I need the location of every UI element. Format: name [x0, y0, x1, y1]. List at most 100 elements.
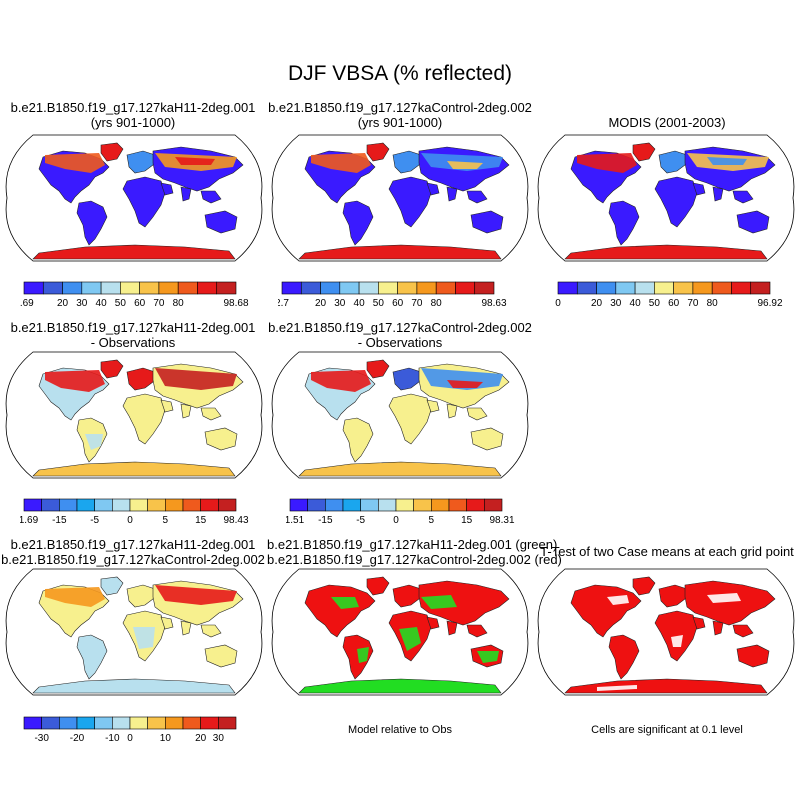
colorbar-swatch [557, 281, 578, 295]
continent-asia [684, 580, 776, 626]
colorbar-swatch [200, 716, 219, 730]
continent-seasia [732, 190, 754, 204]
colorbar-panel-5: -41.51 -15 -5 0 5 15 98.31 [286, 498, 515, 526]
colorbar-tick-label: 0 [393, 515, 399, 526]
map-panel-1 [5, 134, 263, 262]
colorbar-tick-label: -15 [318, 515, 333, 526]
colorbar-swatch [129, 716, 148, 730]
colorbar-swatch [455, 281, 476, 295]
colorbar-tick-label: 40 [630, 298, 642, 309]
colorbar-swatch [325, 498, 344, 512]
map-panel-8 [271, 568, 529, 696]
panel-7-title-line1: b.e21.B1850.f19_g17.127kaH11-2deg.001 [10, 537, 256, 552]
colorbar-swatch [281, 281, 302, 295]
map-land-layer [564, 142, 776, 260]
continent-africa [654, 610, 698, 662]
colorbar-swatch [197, 281, 218, 295]
colorbar-swatch [360, 498, 379, 512]
panel-1-title-line1: b.e21.B1850.f19_g17.127kaH11-2deg.001 [10, 100, 256, 115]
data-region [707, 593, 741, 603]
continent-antarctica [298, 678, 502, 694]
data-region [331, 597, 359, 609]
panel-4-title: b.e21.B1850.f19_g17.127kaH11-2deg.001 - … [0, 320, 266, 350]
continent-africa [388, 393, 432, 445]
continent-europe [126, 150, 156, 174]
colorbar-swatch [177, 281, 198, 295]
continent-antarctica [32, 461, 236, 477]
colorbar-swatch [474, 281, 495, 295]
continent-southAmerica [342, 200, 374, 246]
colorbar-tick-label: 0 [555, 298, 561, 309]
colorbar-swatch [200, 498, 219, 512]
data-region [399, 627, 421, 651]
colorbar-swatch [23, 716, 42, 730]
panel-5-title-line2: - Observations [357, 335, 443, 350]
colorbar-swatch [484, 498, 503, 512]
colorbar-swatch [94, 716, 113, 730]
colorbar-swatch [431, 498, 450, 512]
colorbar-swatch [673, 281, 694, 295]
continent-australia [736, 644, 770, 668]
continent-australia [470, 210, 504, 234]
colorbar-tick-label: 98.31 [489, 515, 514, 526]
colorbar-swatch [378, 281, 398, 295]
colorbar-tick-label: 70 [153, 298, 165, 309]
colorbar-tick-label: -10 [105, 733, 120, 744]
continent-antarctica [32, 678, 236, 694]
panel-8-title-line2: b.e21.B1850.f19_g17.127kaControl-2deg.00… [267, 552, 562, 567]
colorbar-tick-label: 60 [668, 298, 680, 309]
colorbar-swatch [59, 498, 78, 512]
colorbar-swatch [59, 716, 78, 730]
continent-northAmerica [304, 584, 376, 638]
map-boundary [271, 134, 529, 262]
map-panel-2 [271, 134, 529, 262]
data-region [85, 434, 103, 450]
colorbar-tick-label: -5 [90, 515, 99, 526]
colorbar-tick-label: -30 [34, 733, 49, 744]
continent-seasia [200, 407, 222, 421]
continent-greenland [366, 576, 390, 596]
colorbar-swatch [218, 498, 237, 512]
continent-antarctica [298, 461, 502, 477]
panel-8-title-line1: b.e21.B1850.f19_g17.127kaH11-2deg.001 (g… [267, 537, 558, 552]
colorbar-swatch [42, 281, 63, 295]
continent-greenland [366, 359, 390, 379]
data-region [311, 153, 371, 173]
colorbar-swatch [81, 281, 102, 295]
colorbar-tick-label: 5 [429, 515, 435, 526]
colorbar-swatch [576, 281, 597, 295]
data-region [155, 368, 237, 390]
panel-5-title-line1: b.e21.B1850.f19_g17.127kaControl-2deg.00… [268, 320, 532, 335]
continent-india [446, 186, 458, 202]
colorbar-tick-label: 50 [649, 298, 661, 309]
continent-africa [122, 176, 166, 228]
map-land-layer [298, 142, 510, 260]
colorbar-swatch [634, 281, 655, 295]
colorbar-tick-label: 15 [461, 515, 473, 526]
colorbar-panel-7: -30 -20 -10 0 10 20 30 [23, 716, 237, 744]
colorbar-tick-label: 20 [591, 298, 603, 309]
map-boundary [537, 568, 795, 696]
panel-7-title: b.e21.B1850.f19_g17.127kaH11-2deg.001 b.… [0, 537, 266, 567]
map-boundary [5, 568, 263, 696]
continent-europe [126, 584, 156, 608]
colorbar-tick-label: 60 [134, 298, 146, 309]
colorbar-swatch [182, 716, 201, 730]
map-land-layer [298, 359, 510, 477]
continent-antarctica [32, 244, 236, 260]
colorbar-swatch [397, 281, 418, 295]
colorbar-swatch [378, 498, 397, 512]
panel-9-title-line1: T-Test of two Case means at each grid po… [540, 544, 794, 559]
colorbar-tick-label: 20 [57, 298, 69, 309]
colorbar-tick-label: 70 [687, 298, 699, 309]
colorbar-panel-3: 0 20 30 40 50 60 70 80 96.92 [555, 281, 783, 309]
colorbar-swatch [120, 281, 140, 295]
panel-3-title-line1: MODIS (2001-2003) [608, 115, 726, 130]
continent-europe [392, 584, 422, 608]
continent-southAmerica [76, 200, 108, 246]
colorbar-tick-label: 15 [195, 515, 207, 526]
data-region [45, 370, 105, 392]
colorbar-tick-label: 98.68 [223, 298, 248, 309]
data-region [477, 651, 499, 663]
colorbar-tick-label: 30 [334, 298, 346, 309]
